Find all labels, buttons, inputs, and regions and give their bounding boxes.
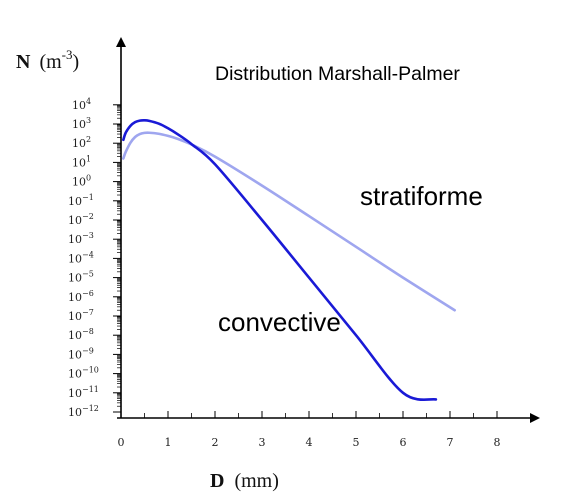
y-tick-label: 103 — [72, 116, 91, 131]
x-axis-ticks: 0 1 2 3 4 5 6 7 8 — [118, 411, 501, 449]
x-axis-unit: (mm) — [234, 470, 278, 492]
x-tick-label: 4 — [306, 436, 313, 449]
y-tick-label: 10−7 — [68, 308, 94, 323]
y-tick-label: 10−10 — [68, 366, 99, 381]
y-tick-label: 10−1 — [68, 193, 94, 208]
x-tick-label: 1 — [165, 436, 172, 449]
y-axis-title: N (m-3) — [16, 47, 79, 73]
y-tick-label: 10−3 — [68, 231, 94, 246]
y-axis-unit: (m — [39, 51, 62, 73]
y-tick-label: 10−12 — [68, 404, 99, 419]
y-axis-symbol: N — [16, 51, 31, 73]
chart-title: Distribution Marshall-Palmer — [215, 63, 460, 85]
x-axis-title: D (mm) — [210, 470, 279, 492]
x-tick-label: 6 — [400, 436, 407, 449]
label-convective: convective — [218, 307, 341, 337]
series-line-convective — [122, 119, 438, 402]
y-tick-label: 10−9 — [68, 346, 94, 361]
label-stratiforme: stratiforme — [360, 181, 483, 211]
y-axis-ticks: 104 103 102 101 100 10−1 10−2 10−3 10−4 10−5 10−6 1… — [68, 97, 121, 419]
series-lines — [122, 119, 456, 402]
x-tick-label: 7 — [447, 436, 454, 449]
x-tick-label: 3 — [259, 436, 266, 449]
x-tick-label: 5 — [353, 436, 360, 449]
x-tick-label: 2 — [212, 436, 219, 449]
y-tick-label: 10−2 — [68, 212, 94, 227]
y-tick-label: 101 — [72, 154, 91, 169]
y-tick-label: 10−5 — [68, 270, 94, 285]
y-axis-unit-exponent: -3 — [62, 47, 73, 62]
y-tick-label: 100 — [72, 174, 91, 189]
y-axis-unit-close: ) — [73, 51, 80, 73]
y-tick-label: 10−8 — [68, 327, 94, 342]
y-tick-label: 102 — [72, 135, 91, 150]
x-axis-symbol: D — [210, 470, 224, 492]
y-tick-label: 10−4 — [68, 250, 94, 265]
y-tick-label: 10−6 — [68, 289, 94, 304]
series-line-stratiforme — [122, 131, 456, 312]
x-tick-label: 0 — [118, 436, 125, 449]
y-tick-label: 10−11 — [68, 385, 99, 400]
x-tick-label: 8 — [494, 436, 501, 449]
y-tick-label: 104 — [72, 97, 91, 112]
